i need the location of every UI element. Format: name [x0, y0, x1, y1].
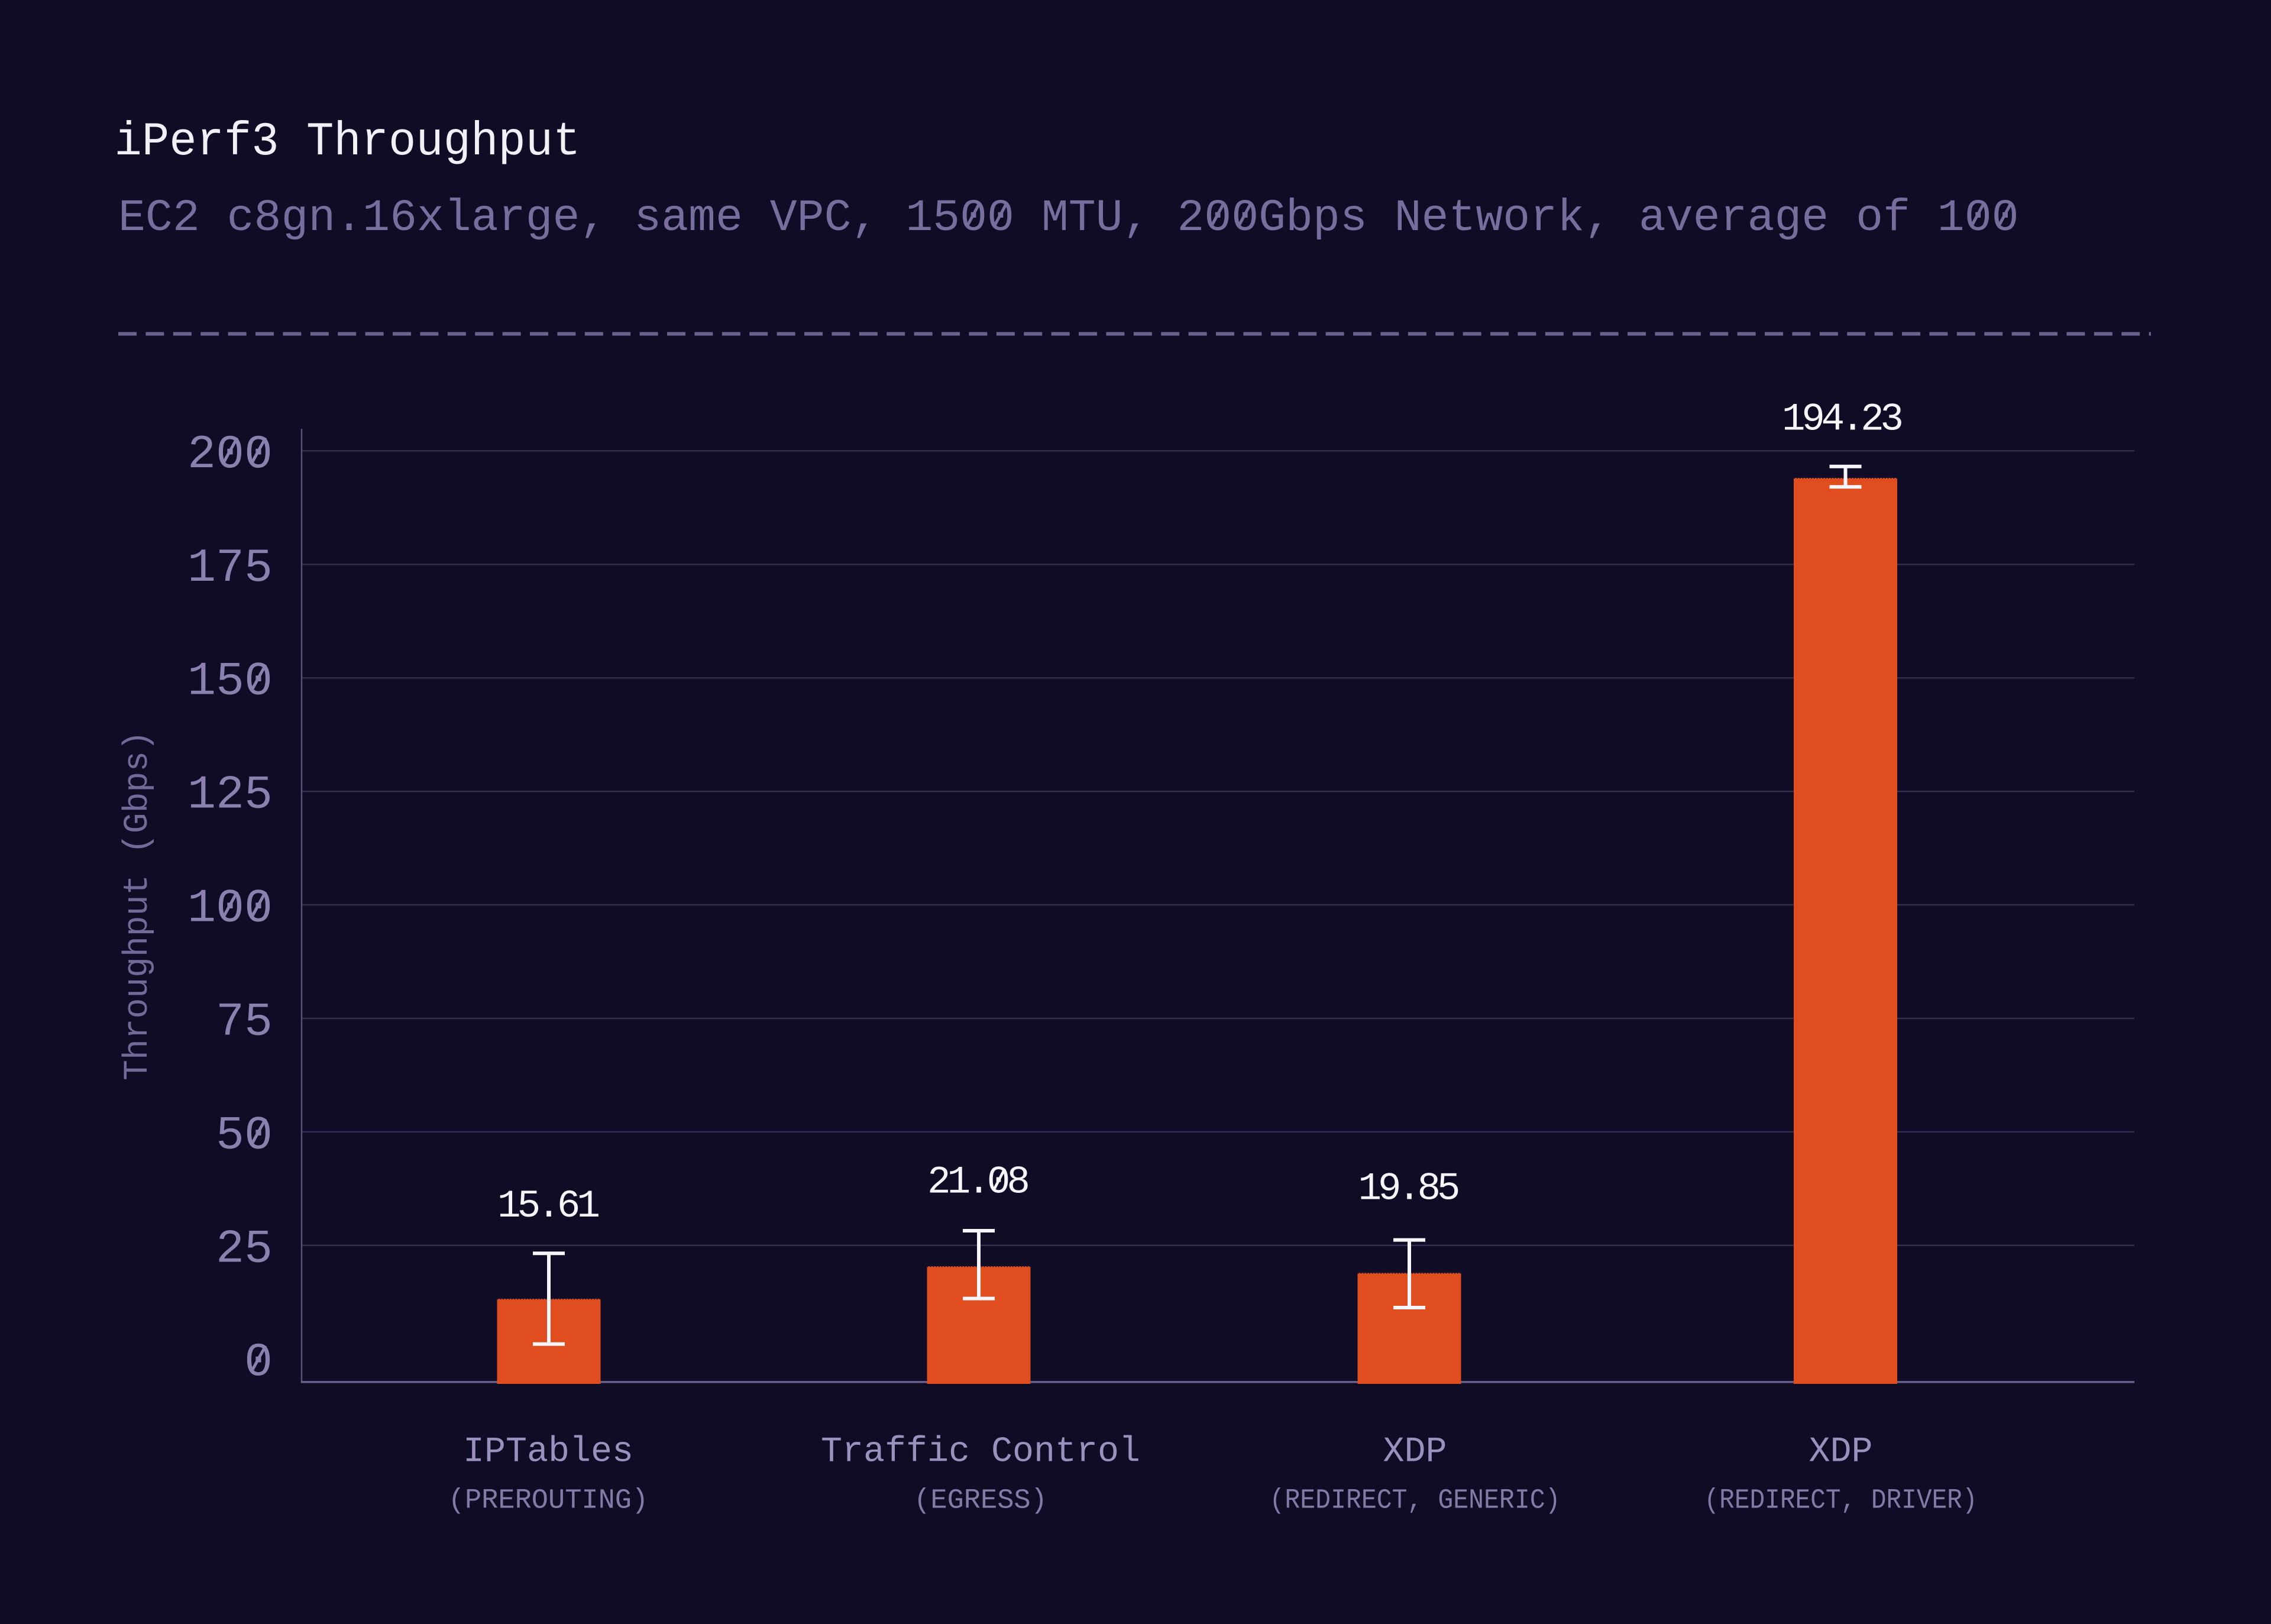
svg-text:XDP: XDP	[1809, 1432, 1872, 1473]
svg-text:EC2 c8gn.16xlarge, same VPC, 1: EC2 c8gn.16xlarge, same VPC, 1500 MTU, 2…	[118, 192, 2019, 244]
svg-text:100: 100	[187, 882, 273, 936]
svg-text:25: 25	[216, 1222, 273, 1276]
svg-text:150: 150	[187, 655, 273, 709]
svg-text:15.61: 15.61	[497, 1184, 600, 1228]
svg-text:21.08: 21.08	[927, 1160, 1030, 1205]
svg-text:75: 75	[216, 996, 273, 1050]
svg-text:200: 200	[187, 428, 273, 482]
svg-text:0: 0	[244, 1336, 273, 1390]
svg-text:125: 125	[187, 769, 273, 823]
svg-text:IPTables: IPTables	[463, 1432, 633, 1473]
svg-text:Throughput (Gbps): Throughput (Gbps)	[119, 730, 157, 1080]
svg-text:(EGRESS): (EGRESS)	[914, 1486, 1047, 1517]
svg-text:iPerf3 Throughput: iPerf3 Throughput	[115, 115, 581, 169]
svg-text:(REDIRECT, GENERIC): (REDIRECT, GENERIC)	[1270, 1486, 1561, 1517]
svg-text:XDP: XDP	[1383, 1432, 1447, 1473]
svg-text:194.23: 194.23	[1782, 397, 1904, 441]
svg-text:(REDIRECT, DRIVER): (REDIRECT, DRIVER)	[1704, 1486, 1978, 1517]
svg-text:50: 50	[216, 1109, 273, 1163]
svg-text:175: 175	[187, 542, 273, 596]
svg-text:(PREROUTING): (PREROUTING)	[448, 1486, 648, 1517]
svg-text:19.85: 19.85	[1358, 1166, 1461, 1211]
svg-text:Traffic Control: Traffic Control	[821, 1432, 1140, 1473]
